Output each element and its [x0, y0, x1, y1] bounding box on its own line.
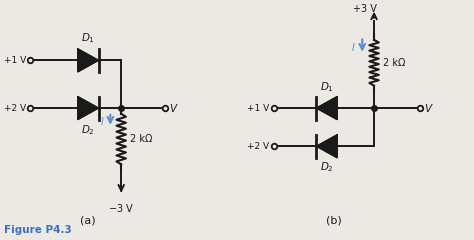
- Text: $-3$ V: $-3$ V: [108, 202, 134, 214]
- Text: (a): (a): [80, 216, 96, 226]
- Text: Figure P4.3: Figure P4.3: [4, 226, 72, 235]
- Text: $V$: $V$: [169, 102, 179, 114]
- Text: +1 V: +1 V: [4, 56, 27, 65]
- Text: +2 V: +2 V: [4, 104, 27, 113]
- Text: +3 V: +3 V: [353, 4, 376, 14]
- Text: 2 kΩ: 2 kΩ: [130, 134, 152, 144]
- Polygon shape: [317, 135, 337, 158]
- Polygon shape: [78, 96, 99, 120]
- Text: +2 V: +2 V: [247, 142, 270, 151]
- Text: (b): (b): [326, 216, 342, 226]
- Text: $D_1$: $D_1$: [320, 80, 334, 94]
- Text: +1 V: +1 V: [247, 104, 270, 113]
- Text: $I$: $I$: [100, 115, 105, 127]
- Text: $D_2$: $D_2$: [81, 123, 95, 137]
- Text: 2 kΩ: 2 kΩ: [383, 58, 405, 68]
- Text: $I$: $I$: [351, 41, 356, 53]
- Polygon shape: [317, 96, 337, 120]
- Text: $D_1$: $D_1$: [81, 31, 95, 45]
- Text: $V$: $V$: [424, 102, 434, 114]
- Polygon shape: [78, 49, 99, 72]
- Text: $D_2$: $D_2$: [320, 161, 334, 174]
